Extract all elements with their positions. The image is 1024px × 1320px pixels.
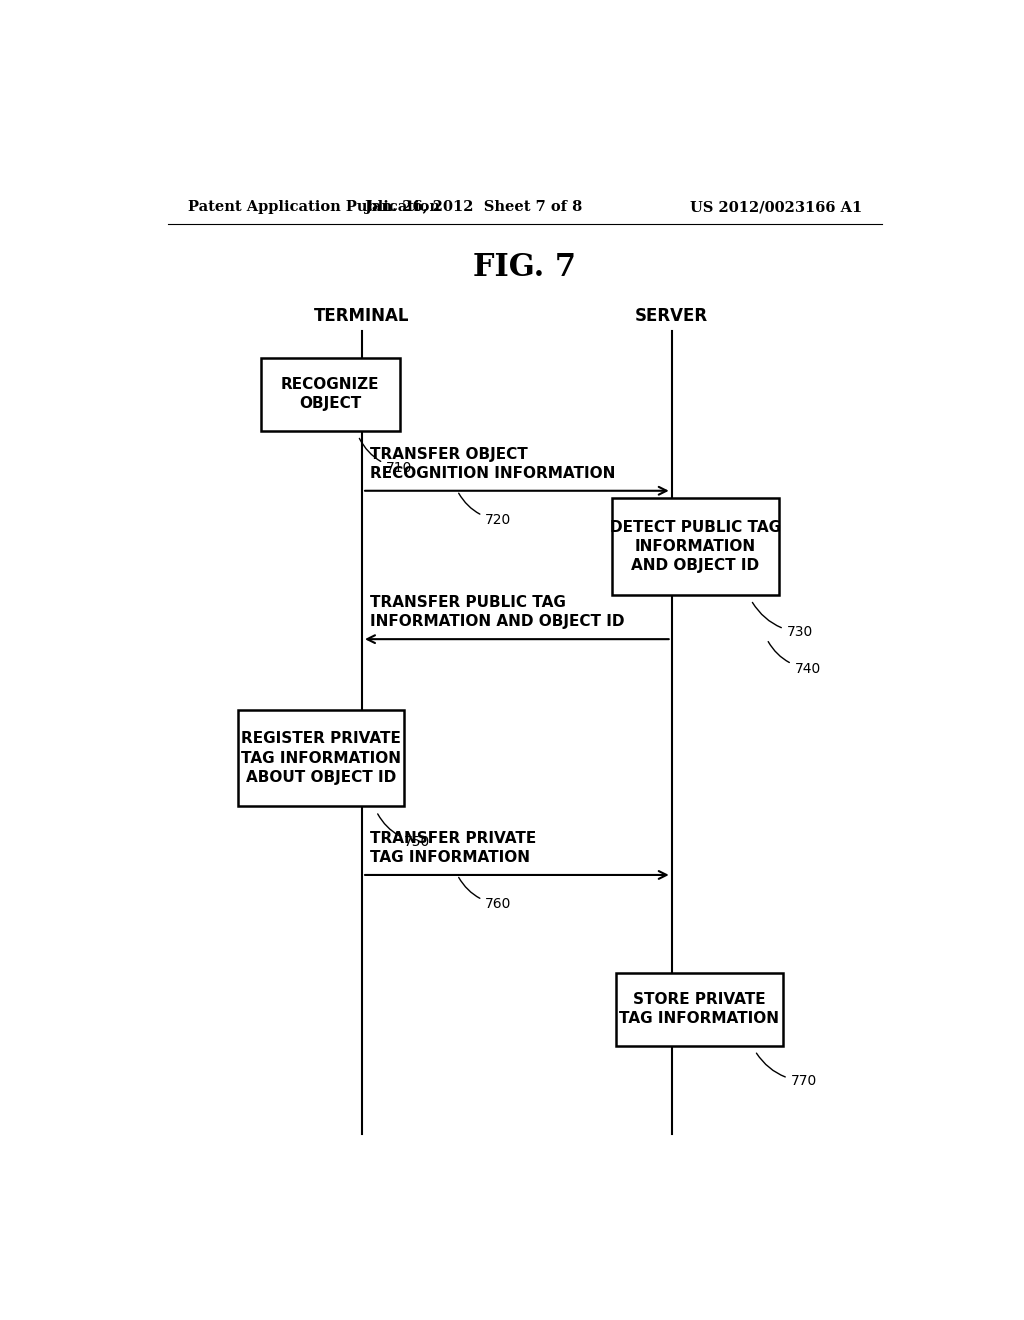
Text: 730: 730 xyxy=(753,602,813,639)
Text: 750: 750 xyxy=(378,814,430,849)
Text: TRANSFER PUBLIC TAG
INFORMATION AND OBJECT ID: TRANSFER PUBLIC TAG INFORMATION AND OBJE… xyxy=(370,595,625,630)
Text: 770: 770 xyxy=(757,1053,817,1088)
Text: TRANSFER OBJECT
RECOGNITION INFORMATION: TRANSFER OBJECT RECOGNITION INFORMATION xyxy=(370,447,615,480)
Text: TERMINAL: TERMINAL xyxy=(314,308,410,325)
Text: US 2012/0023166 A1: US 2012/0023166 A1 xyxy=(690,201,862,214)
Text: RECOGNIZE
OBJECT: RECOGNIZE OBJECT xyxy=(282,378,380,412)
Text: Jan. 26, 2012  Sheet 7 of 8: Jan. 26, 2012 Sheet 7 of 8 xyxy=(365,201,582,214)
Text: FIG. 7: FIG. 7 xyxy=(473,252,577,282)
Text: Patent Application Publication: Patent Application Publication xyxy=(187,201,439,214)
Text: TRANSFER PRIVATE
TAG INFORMATION: TRANSFER PRIVATE TAG INFORMATION xyxy=(370,832,537,865)
Text: 710: 710 xyxy=(359,438,413,475)
Bar xyxy=(238,710,404,807)
Bar xyxy=(616,973,782,1045)
Bar xyxy=(261,358,399,430)
Text: DETECT PUBLIC TAG
INFORMATION
AND OBJECT ID: DETECT PUBLIC TAG INFORMATION AND OBJECT… xyxy=(610,520,781,573)
Text: 760: 760 xyxy=(459,878,512,911)
Text: STORE PRIVATE
TAG INFORMATION: STORE PRIVATE TAG INFORMATION xyxy=(620,993,779,1026)
Text: SERVER: SERVER xyxy=(635,308,709,325)
Bar xyxy=(612,499,778,595)
Text: 720: 720 xyxy=(459,494,511,527)
Text: REGISTER PRIVATE
TAG INFORMATION
ABOUT OBJECT ID: REGISTER PRIVATE TAG INFORMATION ABOUT O… xyxy=(241,731,400,785)
Text: 740: 740 xyxy=(768,642,821,676)
